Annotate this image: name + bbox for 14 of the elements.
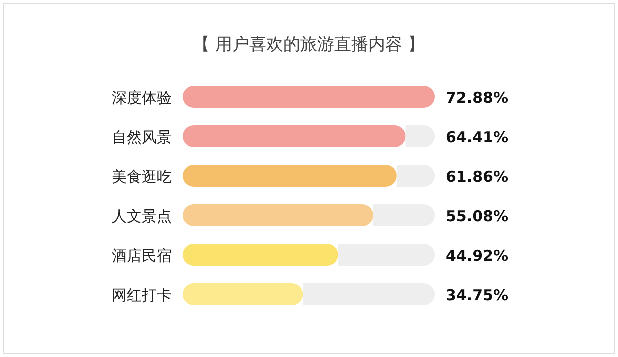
y-tick-label: 美食逛吃: [112, 168, 172, 186]
y-tick-label: 酒店民宿: [112, 247, 172, 265]
y-tick-label: 人文景点: [112, 208, 172, 226]
y-tick-label: 自然风景: [112, 128, 172, 146]
data-label: 61.86%: [446, 168, 508, 186]
y-tick-label: 深度体验: [112, 89, 172, 107]
data-label: 44.92%: [446, 247, 508, 265]
bar: [183, 86, 435, 108]
chart-title: 【 用户喜欢的旅游直播内容 】: [193, 35, 425, 55]
data-label: 55.08%: [446, 208, 508, 226]
y-tick-label: 网红打卡: [112, 286, 172, 304]
data-label: 64.41%: [446, 128, 508, 146]
data-label: 72.88%: [446, 89, 508, 107]
data-label: 34.75%: [446, 286, 508, 304]
